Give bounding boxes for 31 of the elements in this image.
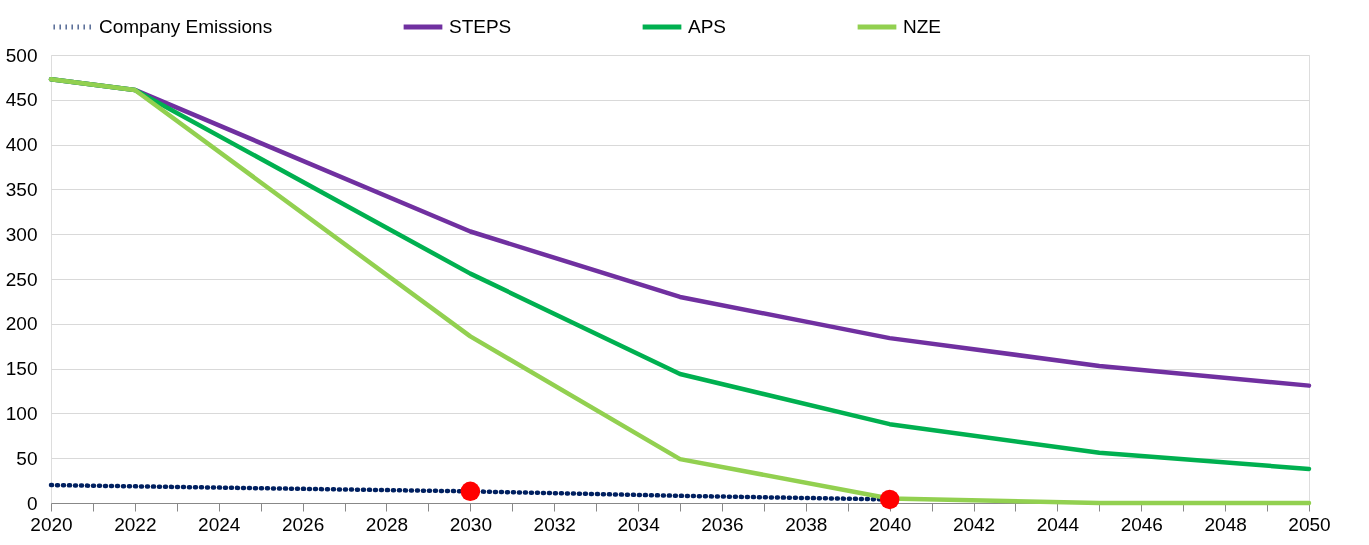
x-tick-label: 2050 bbox=[1288, 513, 1331, 535]
y-tick-label: 50 bbox=[16, 447, 38, 469]
y-tick-label: 100 bbox=[5, 402, 38, 424]
y-tick-label: 150 bbox=[5, 358, 38, 380]
y-tick-label: 250 bbox=[5, 268, 38, 290]
x-tick-label: 2040 bbox=[869, 513, 912, 535]
y-tick-label: 500 bbox=[5, 44, 38, 66]
x-tick-label: 2028 bbox=[365, 513, 409, 535]
y-tick-label: 0 bbox=[26, 492, 38, 514]
y-tick-label: 200 bbox=[5, 313, 38, 335]
legend-label: STEPS bbox=[449, 16, 512, 37]
x-tick-label: 2032 bbox=[533, 513, 576, 535]
y-tick-label: 350 bbox=[5, 178, 38, 200]
legend-label: Company Emissions bbox=[99, 16, 273, 37]
x-tick-label: 2026 bbox=[281, 513, 325, 535]
x-tick-label: 2020 bbox=[30, 513, 73, 535]
x-tick-label: 2024 bbox=[198, 513, 241, 535]
x-tick-label: 2046 bbox=[1120, 513, 1163, 535]
x-tick-label: 2042 bbox=[952, 513, 996, 535]
x-tick-label: 2034 bbox=[617, 513, 661, 535]
x-tick-label: 2038 bbox=[785, 513, 828, 535]
x-tick-label: 2022 bbox=[114, 513, 157, 535]
legend-label: NZE bbox=[903, 16, 941, 37]
x-tick-label: 2044 bbox=[1036, 513, 1080, 535]
y-tick-label: 450 bbox=[5, 89, 38, 111]
legend-label: APS bbox=[688, 16, 727, 37]
x-tick-label: 2048 bbox=[1204, 513, 1247, 535]
y-tick-label: 300 bbox=[5, 223, 38, 245]
x-tick-label: 2030 bbox=[449, 513, 492, 535]
y-tick-label: 400 bbox=[5, 134, 38, 156]
x-tick-label: 2036 bbox=[701, 513, 744, 535]
